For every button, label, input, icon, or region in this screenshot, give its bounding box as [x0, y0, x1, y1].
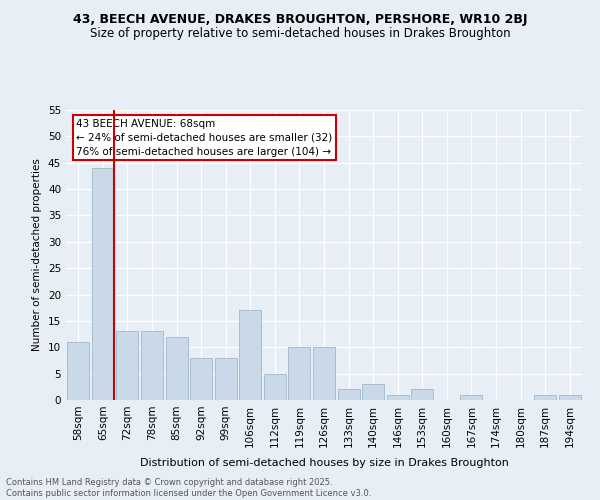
Bar [67, 342, 89, 400]
Y-axis label: Number of semi-detached properties: Number of semi-detached properties [32, 158, 43, 352]
Bar [166, 336, 188, 400]
Bar [264, 374, 286, 400]
Bar [289, 348, 310, 400]
Bar [141, 332, 163, 400]
Bar [239, 310, 262, 400]
Bar [313, 348, 335, 400]
Text: Contains HM Land Registry data © Crown copyright and database right 2025.
Contai: Contains HM Land Registry data © Crown c… [6, 478, 371, 498]
Text: Size of property relative to semi-detached houses in Drakes Broughton: Size of property relative to semi-detach… [89, 28, 511, 40]
Bar [116, 332, 139, 400]
Bar [386, 394, 409, 400]
Bar [338, 390, 359, 400]
Bar [411, 390, 433, 400]
Bar [190, 358, 212, 400]
Bar [362, 384, 384, 400]
X-axis label: Distribution of semi-detached houses by size in Drakes Broughton: Distribution of semi-detached houses by … [140, 458, 508, 468]
Bar [460, 394, 482, 400]
Bar [92, 168, 114, 400]
Text: 43 BEECH AVENUE: 68sqm
← 24% of semi-detached houses are smaller (32)
76% of sem: 43 BEECH AVENUE: 68sqm ← 24% of semi-det… [76, 118, 332, 156]
Bar [559, 394, 581, 400]
Text: 43, BEECH AVENUE, DRAKES BROUGHTON, PERSHORE, WR10 2BJ: 43, BEECH AVENUE, DRAKES BROUGHTON, PERS… [73, 12, 527, 26]
Bar [534, 394, 556, 400]
Bar [215, 358, 237, 400]
